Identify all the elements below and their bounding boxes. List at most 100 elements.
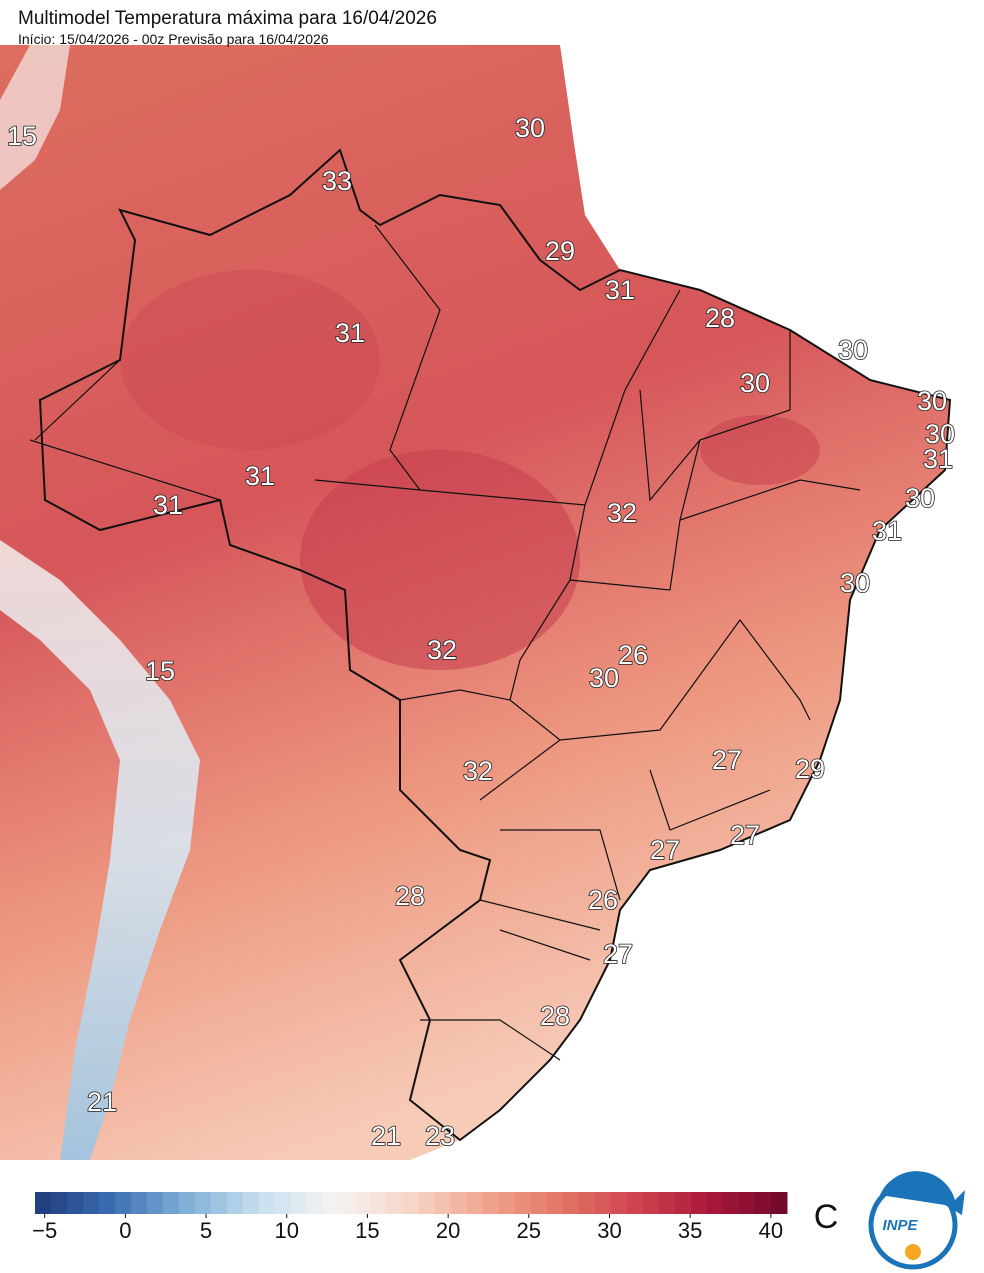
colorbar-swatch bbox=[547, 1192, 564, 1214]
colorbar-swatch bbox=[371, 1192, 388, 1214]
colorbar-swatch bbox=[195, 1192, 212, 1214]
temperature-label: 30 bbox=[838, 335, 868, 365]
andes bbox=[0, 540, 200, 1160]
hotspot bbox=[300, 450, 580, 670]
temperature-label: 29 bbox=[795, 754, 825, 784]
colorbar-tick-label: −5 bbox=[32, 1218, 57, 1243]
colorbar-swatch bbox=[627, 1192, 644, 1214]
temperature-label: 26 bbox=[618, 640, 648, 670]
colorbar-swatch bbox=[467, 1192, 484, 1214]
colorbar-swatch bbox=[259, 1192, 276, 1214]
colorbar-swatch bbox=[99, 1192, 116, 1214]
colorbar-swatch bbox=[691, 1192, 708, 1214]
colorbar-unit: C bbox=[814, 1198, 839, 1236]
temperature-label: 31 bbox=[335, 318, 365, 348]
colorbar-swatch bbox=[419, 1192, 436, 1214]
colorbar-tick-label: 15 bbox=[355, 1218, 379, 1243]
temperature-label: 30 bbox=[515, 113, 545, 143]
colorbar-swatch bbox=[403, 1192, 420, 1214]
temperature-label: 31 bbox=[245, 461, 275, 491]
temperature-label: 27 bbox=[712, 745, 742, 775]
temperature-label: 32 bbox=[463, 756, 493, 786]
colorbar-swatch bbox=[435, 1192, 452, 1214]
temperature-label: 27 bbox=[650, 835, 680, 865]
north-andes bbox=[0, 45, 70, 190]
colorbar-swatch bbox=[227, 1192, 244, 1214]
colorbar-swatch bbox=[771, 1192, 788, 1214]
colorbar-swatch bbox=[387, 1192, 404, 1214]
logo-text: INPE bbox=[882, 1217, 918, 1234]
colorbar-tick-label: 10 bbox=[275, 1218, 299, 1243]
colorbar-swatch bbox=[675, 1192, 692, 1214]
brazil-border bbox=[38, 148, 952, 1142]
subtitle: Início: 15/04/2026 - 00z Previsão para 1… bbox=[18, 31, 329, 47]
colorbar-swatch bbox=[595, 1192, 612, 1214]
colorbar-tick-label: 40 bbox=[759, 1218, 783, 1243]
colorbar-tick-label: 20 bbox=[436, 1218, 460, 1243]
colorbar-swatch bbox=[643, 1192, 660, 1214]
temperature-label: 28 bbox=[395, 881, 425, 911]
colorbar-swatch bbox=[451, 1192, 468, 1214]
temperature-label: 30 bbox=[589, 663, 619, 693]
temperature-label: 31 bbox=[605, 275, 635, 305]
colorbar-swatch bbox=[35, 1192, 52, 1214]
colorbar-swatch bbox=[51, 1192, 68, 1214]
temperature-label: 30 bbox=[840, 568, 870, 598]
colorbar-swatch bbox=[275, 1192, 292, 1214]
colorbar-swatch bbox=[755, 1192, 772, 1214]
colorbar-swatch bbox=[707, 1192, 724, 1214]
colorbar-swatch bbox=[531, 1192, 548, 1214]
temperature-label: 32 bbox=[607, 498, 637, 528]
colorbar-swatch bbox=[499, 1192, 516, 1214]
colorbar-swatch bbox=[147, 1192, 164, 1214]
temperature-label: 30 bbox=[740, 368, 770, 398]
colorbar-tick-label: 0 bbox=[119, 1218, 131, 1243]
title: Multimodel Temperatura máxima para 16/04… bbox=[18, 8, 437, 29]
colorbar-swatch bbox=[243, 1192, 260, 1214]
temperature-label: 33 bbox=[322, 166, 352, 196]
temperature-label: 21 bbox=[87, 1087, 117, 1117]
colorbar-swatch bbox=[163, 1192, 180, 1214]
temperature-label: 15 bbox=[145, 656, 175, 686]
temperature-label: 21 bbox=[371, 1121, 401, 1151]
temperature-label: 30 bbox=[905, 483, 935, 513]
temperature-label: 27 bbox=[730, 820, 760, 850]
temperature-label: 31 bbox=[872, 516, 902, 546]
colorbar-swatch bbox=[483, 1192, 500, 1214]
colorbar-swatch bbox=[611, 1192, 628, 1214]
colorbar: −5 0 5 10 15 20 25 30 35 40 bbox=[32, 1192, 788, 1243]
temperature-label: 27 bbox=[603, 939, 633, 969]
temperature-label: 30 bbox=[917, 386, 947, 416]
colorbar-tick-label: 25 bbox=[517, 1218, 541, 1243]
temperature-label: 32 bbox=[427, 635, 457, 665]
temperature-label: 26 bbox=[588, 885, 618, 915]
temperature-label: 31 bbox=[153, 490, 183, 520]
colorbar-swatch bbox=[179, 1192, 196, 1214]
temperature-label: 28 bbox=[540, 1001, 570, 1031]
colorbar-swatch bbox=[115, 1192, 132, 1214]
colorbar-swatch bbox=[83, 1192, 100, 1214]
colorbar-swatch bbox=[67, 1192, 84, 1214]
colorbar-swatch bbox=[211, 1192, 228, 1214]
temperature-label: 30 bbox=[925, 419, 955, 449]
temperature-label: 31 bbox=[923, 444, 953, 474]
temperature-label: 28 bbox=[705, 303, 735, 333]
temperature-label: 29 bbox=[545, 236, 575, 266]
logo: INPE bbox=[868, 1171, 965, 1270]
colorbar-swatch bbox=[291, 1192, 308, 1214]
colorbar-swatch bbox=[579, 1192, 596, 1214]
colorbar-swatch bbox=[563, 1192, 580, 1214]
hotspot bbox=[120, 270, 380, 450]
colorbar-swatch bbox=[723, 1192, 740, 1214]
colorbar-tick-label: 30 bbox=[597, 1218, 621, 1243]
hotspot bbox=[700, 415, 820, 485]
state-borders bbox=[29, 224, 861, 1061]
colorbar-swatch bbox=[307, 1192, 324, 1214]
colorbar-swatch bbox=[515, 1192, 532, 1214]
colorbar-tick-label: 5 bbox=[200, 1218, 212, 1243]
temperature-label: 15 bbox=[7, 121, 37, 151]
map bbox=[0, 45, 952, 1160]
colorbar-swatch bbox=[131, 1192, 148, 1214]
